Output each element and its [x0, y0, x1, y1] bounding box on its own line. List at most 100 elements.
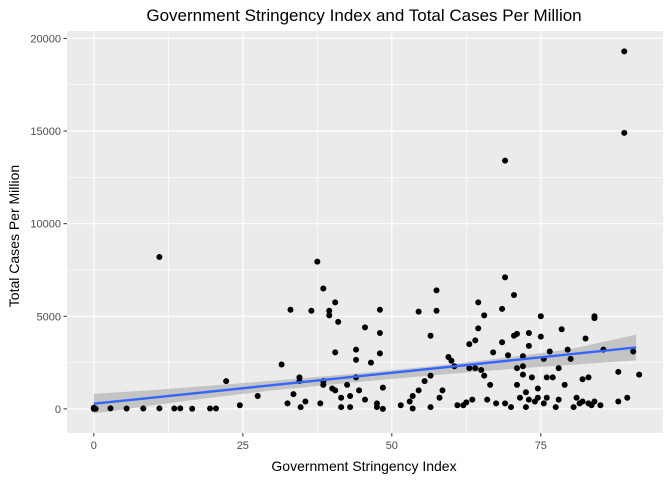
- data-point: [615, 398, 622, 405]
- data-point: [505, 352, 512, 359]
- x-tick-label: 50: [386, 440, 398, 452]
- data-point: [397, 402, 404, 409]
- data-point: [338, 404, 345, 411]
- trend-line: [93, 346, 637, 405]
- data-point: [561, 381, 568, 388]
- data-point: [591, 313, 598, 320]
- data-point: [284, 400, 291, 407]
- y-axis-label: Total Cases Per Million: [6, 165, 22, 307]
- data-point: [332, 299, 339, 306]
- data-point: [332, 349, 339, 356]
- data-point: [591, 398, 598, 405]
- data-point: [487, 381, 494, 388]
- data-point: [597, 402, 604, 409]
- y-tick-label: 0: [55, 404, 61, 416]
- data-point: [347, 392, 354, 399]
- data-point: [290, 391, 297, 398]
- data-point: [156, 405, 163, 412]
- y-tick-label: 20000: [30, 33, 61, 45]
- data-point: [478, 367, 485, 374]
- data-point: [123, 405, 130, 412]
- data-point: [320, 381, 327, 388]
- data-point: [439, 387, 446, 394]
- data-point: [177, 405, 184, 412]
- data-point: [347, 404, 354, 411]
- data-point: [493, 400, 500, 407]
- data-point: [499, 339, 506, 346]
- data-point: [223, 378, 230, 385]
- data-point: [519, 353, 526, 360]
- data-point: [356, 387, 363, 394]
- data-point: [516, 394, 523, 401]
- data-point: [475, 325, 482, 332]
- data-point: [427, 372, 434, 379]
- data-point: [484, 396, 491, 403]
- data-point: [287, 306, 294, 313]
- data-point: [436, 394, 443, 401]
- data-point: [558, 326, 565, 333]
- data-point: [621, 129, 628, 136]
- data-point: [552, 404, 559, 411]
- data-point: [519, 363, 526, 370]
- data-point: [555, 365, 562, 372]
- data-point: [448, 357, 455, 364]
- data-point: [236, 402, 243, 409]
- data-point: [567, 355, 574, 362]
- data-point: [326, 307, 333, 314]
- data-point: [297, 404, 304, 411]
- data-point: [317, 400, 324, 407]
- data-point: [534, 394, 541, 401]
- data-point: [555, 396, 562, 403]
- data-point: [579, 398, 586, 405]
- data-point: [522, 389, 529, 396]
- data-point: [156, 254, 163, 261]
- data-point: [189, 405, 196, 412]
- data-point: [570, 404, 577, 411]
- data-point: [472, 365, 479, 372]
- data-point: [254, 392, 261, 399]
- plot-panel: [67, 31, 663, 433]
- data-point: [302, 398, 309, 405]
- data-point: [171, 405, 178, 412]
- data-point: [213, 405, 219, 412]
- data-point: [630, 348, 637, 355]
- data-point: [373, 400, 380, 407]
- data-point: [415, 308, 422, 315]
- data-point: [513, 381, 520, 388]
- data-point: [379, 384, 386, 391]
- data-point: [353, 346, 360, 353]
- data-point: [207, 405, 214, 412]
- data-point: [379, 405, 386, 412]
- data-point: [427, 404, 434, 411]
- data-point: [92, 405, 99, 412]
- data-point: [376, 350, 383, 357]
- data-point: [332, 387, 339, 394]
- data-point: [543, 374, 550, 381]
- data-point: [624, 394, 631, 401]
- data-point: [508, 404, 515, 411]
- data-point: [409, 392, 416, 399]
- y-tick-label: 15000: [30, 126, 61, 138]
- data-point: [326, 312, 333, 319]
- y-tick-label: 10000: [30, 219, 61, 231]
- data-point: [481, 372, 488, 379]
- data-point: [469, 396, 476, 403]
- data-point: [415, 387, 422, 394]
- data-point: [522, 404, 529, 411]
- data-point: [534, 385, 541, 392]
- data-point: [579, 376, 586, 383]
- major-gridlines: [67, 31, 663, 433]
- data-point: [511, 291, 517, 298]
- data-point: [472, 337, 479, 344]
- data-point: [615, 368, 622, 375]
- data-point: [513, 330, 520, 337]
- data-point: [433, 307, 440, 314]
- data-point: [502, 400, 509, 407]
- data-point: [525, 329, 532, 336]
- data-point: [466, 365, 473, 372]
- data-point: [338, 394, 345, 401]
- data-point: [433, 287, 440, 294]
- data-point: [454, 402, 461, 409]
- data-point: [320, 285, 327, 292]
